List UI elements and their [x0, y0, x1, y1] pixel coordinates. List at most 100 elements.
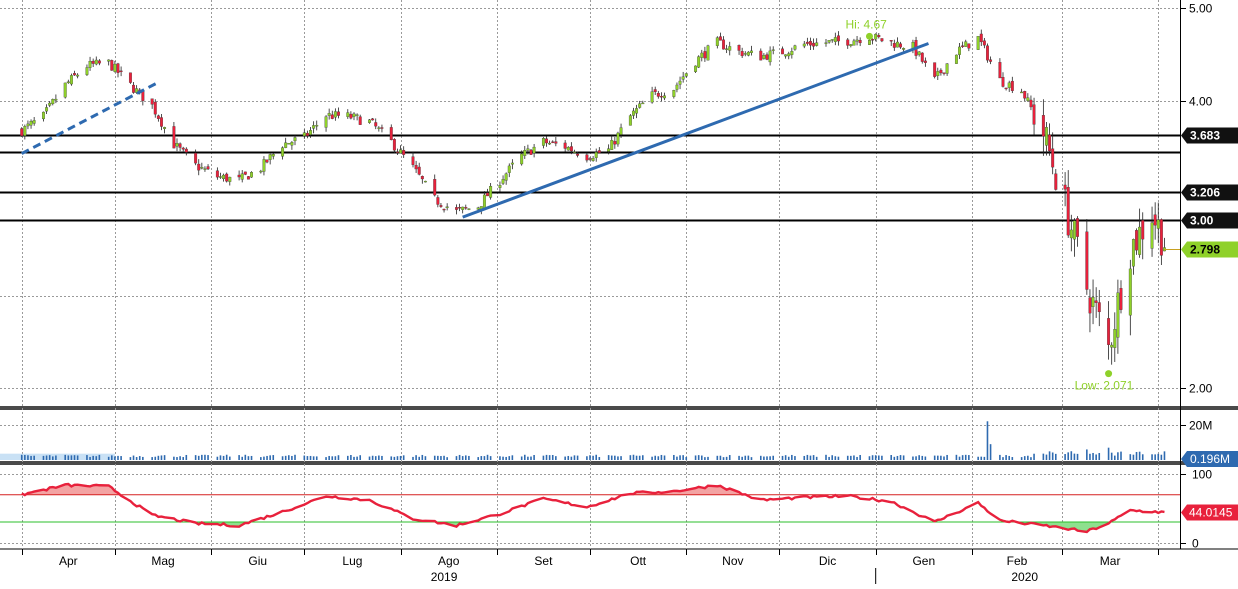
volume-bar	[791, 454, 793, 460]
candle-body	[1119, 288, 1123, 310]
candle-body	[759, 50, 763, 61]
candle-body	[1156, 219, 1160, 229]
candle-body	[97, 60, 101, 64]
volume-bar	[437, 455, 439, 460]
volume-bar	[812, 455, 815, 460]
volume-bar	[1107, 447, 1110, 460]
volume-bar	[228, 456, 231, 460]
candle-body	[371, 118, 375, 121]
volume-bar	[697, 455, 700, 460]
volume-bar	[89, 456, 91, 460]
volume-bar	[1002, 457, 1004, 460]
candle-body	[827, 40, 831, 43]
volume-bar	[204, 454, 206, 460]
volume-bar	[1092, 452, 1094, 460]
candle-body	[281, 147, 285, 157]
volume-bar	[940, 455, 942, 460]
low-annotation: Low: 2.071	[1075, 379, 1134, 393]
candle-body	[486, 192, 489, 197]
volume-bar	[685, 457, 688, 460]
volume-bar	[1157, 453, 1160, 460]
volume-bar	[902, 455, 905, 460]
volume-bar	[350, 454, 352, 460]
panel-divider-volume	[0, 461, 1238, 465]
volume-bar	[138, 456, 141, 460]
volume-bar	[468, 455, 470, 460]
volume-bar	[440, 456, 442, 460]
candle-body	[1094, 300, 1098, 303]
volume-bar	[272, 455, 275, 460]
oscillator-line	[21, 482, 1165, 534]
volume-bar	[499, 456, 501, 460]
volume-bar	[346, 455, 349, 460]
volume-bar	[607, 455, 610, 460]
candle-body	[787, 53, 791, 57]
volume-bar	[132, 455, 135, 460]
volume-bar	[157, 455, 160, 460]
volume-bar	[1117, 452, 1119, 460]
candle-body	[532, 146, 536, 154]
volume-bar	[999, 454, 1001, 460]
volume-bar	[334, 456, 337, 460]
volume-bar	[312, 456, 315, 460]
candle-body	[268, 154, 272, 160]
candle-body	[324, 116, 328, 128]
volume-bar	[815, 456, 818, 460]
candle-body	[243, 171, 247, 175]
candle-body	[349, 113, 353, 119]
candle-body	[920, 52, 924, 62]
candle-body	[1063, 184, 1067, 190]
candle-body	[526, 148, 530, 151]
volume-bar	[359, 455, 362, 460]
volume-bar	[396, 456, 399, 460]
candle-body	[368, 119, 371, 123]
candle-body	[85, 67, 89, 75]
candle-body	[1135, 230, 1138, 251]
candle-body	[830, 39, 834, 41]
candle-body	[32, 120, 36, 124]
volume-bar	[595, 454, 598, 460]
candle-body	[563, 142, 567, 149]
volume-bar	[86, 455, 88, 460]
volume-bar	[837, 456, 840, 460]
volume-bar	[654, 455, 657, 460]
month-tick-label: Feb	[1007, 554, 1028, 568]
month-tick-label: Lug	[342, 554, 362, 568]
candle-body	[1066, 186, 1070, 236]
candle-body	[337, 111, 340, 116]
volume-bar	[489, 456, 492, 460]
volume-bar	[73, 455, 76, 460]
volume-bar	[260, 457, 262, 460]
candle-body	[706, 45, 710, 61]
volume-bar	[219, 455, 222, 460]
volume-bar	[173, 456, 175, 460]
volume-bar	[874, 455, 877, 460]
candle-body	[1097, 302, 1101, 313]
volume-bar	[890, 455, 893, 460]
candle-body	[576, 153, 580, 156]
candle-body	[396, 151, 399, 153]
candle-body	[765, 54, 769, 60]
candle-body	[54, 98, 58, 101]
last-price-label: 2.798	[1190, 243, 1220, 257]
volume-bar	[676, 456, 678, 460]
volume-bar	[968, 455, 970, 460]
volume-panel: 0.196M	[0, 421, 1238, 467]
volume-bar	[977, 456, 979, 460]
candle-body	[1131, 239, 1135, 267]
candle-body	[203, 168, 207, 170]
volume-bar	[1120, 451, 1122, 460]
volume-bar	[704, 457, 706, 460]
candle-body	[389, 127, 393, 141]
volume-bar	[881, 455, 883, 460]
volume-bar	[328, 455, 330, 460]
candle-body	[358, 116, 362, 125]
candle-body	[725, 48, 729, 50]
volume-bar	[151, 457, 153, 460]
candle-body	[632, 110, 635, 116]
candle-body	[420, 175, 424, 180]
volume-bar	[424, 456, 427, 460]
volume-bar	[614, 455, 616, 460]
volume-bar	[185, 454, 188, 460]
candle-body	[284, 142, 288, 148]
